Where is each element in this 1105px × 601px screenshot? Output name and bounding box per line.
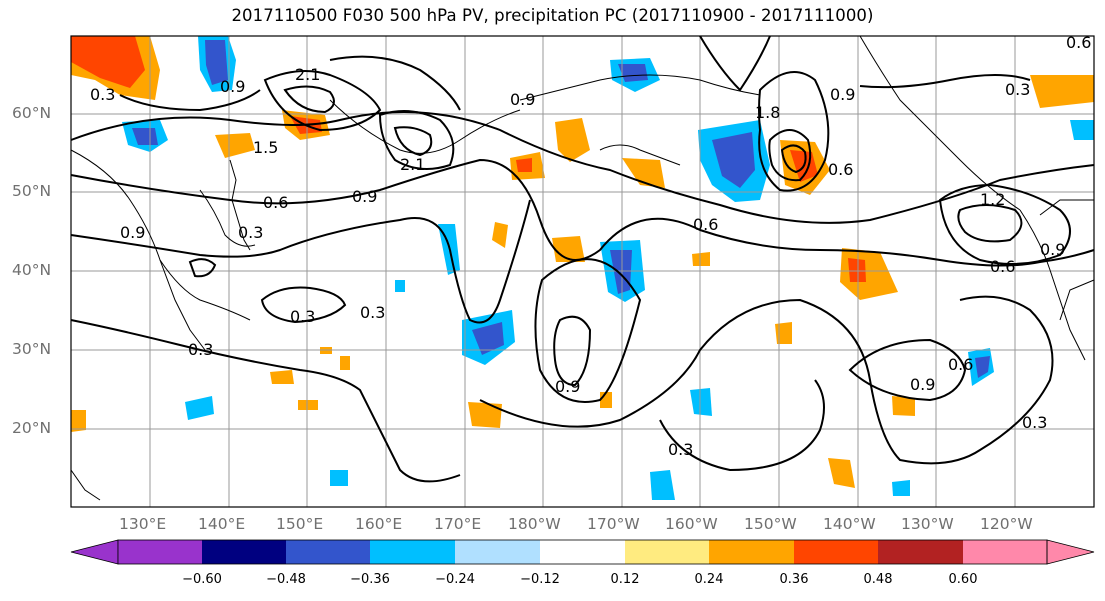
colorbar-tick-label: −0.60 xyxy=(182,572,222,587)
contour-label: 0.9 xyxy=(120,223,145,242)
contour-label: 0.9 xyxy=(555,377,580,396)
colorbar xyxy=(70,539,1095,565)
lon-label: 170°E xyxy=(434,515,482,533)
lon-label: 150°W xyxy=(744,515,797,533)
lon-label: 120°W xyxy=(980,515,1033,533)
contour-label: 0.3 xyxy=(238,223,263,242)
contour-label: 0.6 xyxy=(948,355,973,374)
contour-label: 0.3 xyxy=(90,85,115,104)
contour-label: 0.9 xyxy=(1040,240,1065,259)
lon-label: 130°W xyxy=(901,515,954,533)
pv-contours xyxy=(70,35,1095,483)
contour-label: 0.9 xyxy=(510,90,535,109)
colorbar-tick-label: 0.12 xyxy=(610,572,640,587)
colorbar-tick-label: −0.24 xyxy=(435,572,475,587)
contour-label: 0.9 xyxy=(830,85,855,104)
map-title: 2017110500 F030 500 hPa PV, precipitatio… xyxy=(231,6,874,25)
lat-label: 30°N xyxy=(12,340,52,358)
colorbar-tick-label: −0.48 xyxy=(266,572,306,587)
colorbar-tick-label: −0.12 xyxy=(520,572,560,587)
contour-label: 0.6 xyxy=(828,160,853,179)
lon-label: 140°W xyxy=(823,515,876,533)
contour-label: 0.3 xyxy=(668,440,693,459)
contour-label: 0.9 xyxy=(220,77,245,96)
lon-label: 180°W xyxy=(508,515,561,533)
lon-label: 170°W xyxy=(587,515,640,533)
lon-label: 160°E xyxy=(355,515,403,533)
contour-label-group: 0.6 0.9 1.5 0.3 0.3 0.3 0.3 0.9 0.6 0.6 … xyxy=(90,33,1091,459)
graticule xyxy=(71,36,1094,507)
colorbar-tick-label: 0.24 xyxy=(694,572,724,587)
contour-label: 0.3 xyxy=(188,340,213,359)
lat-label: 40°N xyxy=(12,261,52,279)
precip-shading xyxy=(71,36,1094,500)
contour-label: 1.5 xyxy=(253,138,278,157)
contour-label: 0.3 xyxy=(1005,80,1030,99)
lon-label: 160°W xyxy=(665,515,718,533)
lat-label: 50°N xyxy=(12,182,52,200)
contour-label: 0.3 xyxy=(290,307,315,326)
lon-label: 140°E xyxy=(198,515,246,533)
contour-label: 0.6 xyxy=(1066,33,1091,52)
lat-label: 60°N xyxy=(12,104,52,122)
colorbar-tick-label: 0.36 xyxy=(779,572,809,587)
lon-label: 150°E xyxy=(276,515,324,533)
contour-label: 0.6 xyxy=(990,257,1015,276)
colorbar-tick-label: 0.60 xyxy=(948,572,978,587)
contour-label: 0.3 xyxy=(360,303,385,322)
contour-label: 0.6 xyxy=(263,193,288,212)
contour-label: 0.6 xyxy=(693,215,718,234)
contour-label: 1.2 xyxy=(980,190,1005,209)
contour-label: 0.9 xyxy=(352,187,377,206)
colorbar-tick-label: 0.48 xyxy=(863,572,893,587)
contour-label: 0.3 xyxy=(1022,413,1047,432)
lat-label: 20°N xyxy=(12,419,52,437)
colorbar-tick-label: −0.36 xyxy=(350,572,390,587)
contour-label: 2.1 xyxy=(295,65,320,84)
contour-label: 0.9 xyxy=(910,375,935,394)
contour-label: 2.1 xyxy=(400,155,425,174)
contour-label: 1.8 xyxy=(755,103,780,122)
lon-label: 130°E xyxy=(119,515,167,533)
map-frame xyxy=(70,35,1095,508)
coastlines xyxy=(70,35,1095,501)
